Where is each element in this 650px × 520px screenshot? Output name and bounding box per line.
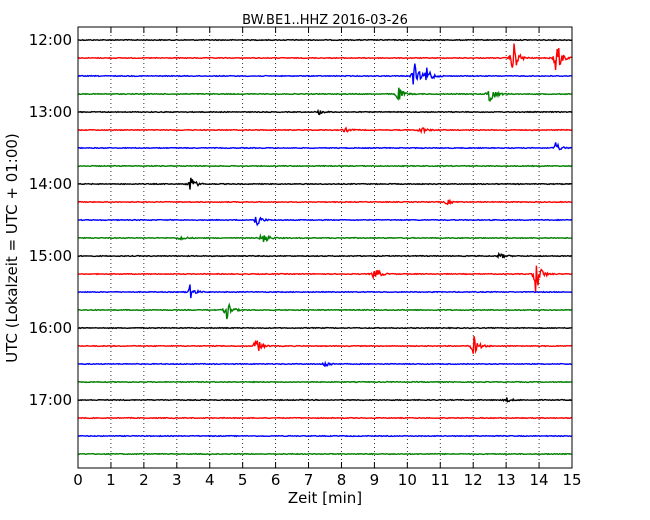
x-tick-label: 6 — [271, 471, 281, 489]
x-axis-ticks: 0 1 2 3 4 5 6 7 8 9 10 11 12 13 14 15 — [73, 27, 582, 489]
seismogram-trace — [77, 177, 572, 190]
x-tick-label: 3 — [172, 471, 182, 489]
x-tick-label: 13 — [497, 471, 516, 489]
y-tick-label: 16:00 — [29, 319, 72, 337]
seismogram-trace — [77, 360, 572, 368]
x-tick-label: 15 — [562, 471, 581, 489]
plot-frame — [77, 26, 573, 469]
y-axis-ticks: 12:00 13:00 14:00 15:00 16:00 17:00 — [29, 31, 572, 409]
seismogram-trace — [77, 126, 572, 135]
grid-lines — [110, 27, 540, 468]
seismogram-trace — [77, 198, 572, 206]
seismogram-trace — [77, 63, 572, 85]
seismogram-trace — [77, 416, 572, 420]
seismogram-trace — [77, 251, 572, 260]
y-tick-label: 13:00 — [29, 103, 72, 121]
x-tick-label: 0 — [73, 471, 83, 489]
seismogram-trace — [77, 302, 572, 320]
x-tick-label: 14 — [530, 471, 549, 489]
seismogram-trace — [77, 397, 572, 403]
seismogram-trace — [77, 265, 572, 292]
x-tick-label: 1 — [106, 471, 116, 489]
seismogram-trace — [77, 326, 572, 330]
seismogram-trace — [77, 142, 572, 151]
x-tick-label: 5 — [238, 471, 248, 489]
y-tick-label: 17:00 — [29, 391, 72, 409]
seismogram-trace — [77, 336, 572, 355]
x-tick-label: 8 — [337, 471, 347, 489]
seismogram-trace — [77, 38, 572, 42]
x-tick-label: 11 — [431, 471, 450, 489]
y-axis-title: UTC (Lokalzeit = UTC + 01:00) — [3, 133, 21, 363]
seismogram-trace — [77, 233, 572, 243]
x-tick-label: 12 — [464, 471, 483, 489]
seismogram-trace — [77, 284, 572, 299]
x-tick-label: 7 — [304, 471, 314, 489]
seismogram-trace — [77, 380, 572, 384]
seismogram-trace — [77, 164, 573, 168]
seismogram-trace — [77, 108, 573, 116]
x-tick-label: 9 — [370, 471, 380, 489]
seismogram-trace — [77, 216, 572, 227]
y-tick-label: 15:00 — [29, 247, 72, 265]
y-tick-label: 14:00 — [29, 175, 72, 193]
seismogram-trace — [77, 434, 572, 438]
x-tick-label: 10 — [398, 471, 417, 489]
seismogram-traces — [77, 38, 573, 456]
seismogram-trace — [78, 452, 572, 456]
y-tick-label: 12:00 — [29, 31, 72, 49]
x-tick-label: 2 — [139, 471, 149, 489]
x-tick-label: 4 — [205, 471, 215, 489]
chart-title: BW.BE1..HHZ 2016-03-26 — [242, 13, 408, 28]
x-axis-title: Zeit [min] — [288, 489, 362, 507]
seismogram-trace — [77, 43, 572, 70]
seismogram-trace — [77, 87, 572, 102]
